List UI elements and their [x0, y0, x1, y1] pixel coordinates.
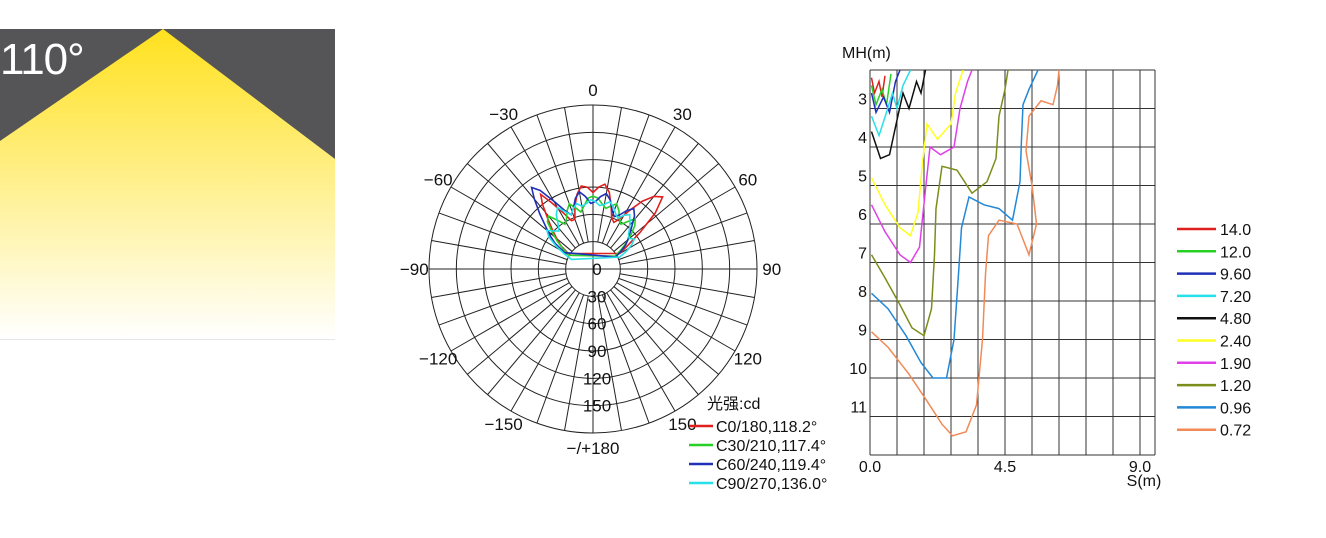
isolux-y-tick: 10 — [849, 361, 867, 378]
isolux-legend-label: 1.90 — [1220, 356, 1251, 373]
polar-grid-spoke — [450, 282, 570, 352]
polar-radial-label: 150 — [583, 397, 611, 416]
polar-grid-spoke — [619, 273, 755, 298]
isolux-contour-line — [870, 70, 901, 116]
isolux-y-tick: 4 — [858, 130, 867, 147]
polar-grid-spoke — [487, 289, 576, 395]
polar-radial-label: 90 — [588, 342, 607, 361]
polar-grid-spoke — [487, 143, 576, 249]
isolux-contour-chart: 3 4 5 6 7 8 9 10 11 0.0 4.5 9.0 MH(m) S(m) 14.0 12.0 9.6… — [842, 45, 1251, 490]
isolux-y-tick: 6 — [858, 207, 867, 224]
polar-grid-spoke — [450, 186, 570, 256]
isolux-legend-label: 12.0 — [1220, 244, 1251, 261]
polar-series-curve — [539, 183, 664, 255]
isolux-y-tick: 8 — [858, 284, 867, 301]
isolux-y-axis-label: MH(m) — [842, 45, 891, 62]
isolux-legend-label: 14.0 — [1220, 222, 1251, 239]
isolux-contour-line — [870, 75, 886, 98]
polar-series-curve — [545, 198, 636, 261]
polar-angle-label: 60 — [738, 171, 757, 190]
polar-grid-spoke — [597, 107, 622, 243]
polar-angle-label: 0 — [588, 81, 597, 100]
polar-angle-label: 90 — [762, 260, 781, 279]
isolux-legend-label: 0.72 — [1220, 423, 1251, 440]
polar-angle-label: −150 — [484, 415, 522, 434]
polar-grid-spoke — [431, 273, 567, 298]
polar-radial-label: 0 — [592, 260, 601, 279]
polar-grid-spoke — [618, 212, 748, 261]
isolux-legend-label: 0.96 — [1220, 400, 1251, 417]
polar-grid-spoke — [618, 277, 748, 326]
isolux-contour-line — [870, 70, 1060, 437]
isolux-legend-label: 1.20 — [1220, 378, 1251, 395]
polar-grid-spoke — [606, 126, 676, 246]
isolux-y-tick: 7 — [858, 246, 867, 263]
isolux-x-tick: 0.0 — [859, 459, 881, 476]
polar-radial-label: 30 — [588, 287, 607, 306]
divider — [0, 339, 335, 340]
isolux-contour-line — [870, 70, 1039, 379]
polar-grid-spoke — [601, 114, 650, 244]
polar-legend-label: C60/240,119.4° — [716, 457, 826, 474]
polar-angle-label: −30 — [489, 105, 518, 124]
polar-radial-label: 60 — [588, 315, 607, 334]
isolux-x-tick: 9.0 — [1129, 459, 1151, 476]
isolux-x-tick: 4.5 — [994, 459, 1016, 476]
polar-grid-spoke — [597, 295, 622, 431]
isolux-contour-line — [870, 70, 912, 138]
polar-grid-spoke — [438, 277, 568, 326]
isolux-contour-line — [870, 73, 892, 108]
polar-grid-spoke — [616, 186, 736, 256]
polar-legend-label: C30/210,117.4° — [716, 438, 826, 455]
beam-angle-label: 110° — [0, 35, 85, 84]
polar-angle-label: 150 — [668, 415, 696, 434]
polar-grid-spoke — [536, 294, 585, 424]
isolux-legend-label: 4.80 — [1220, 311, 1251, 328]
polar-grid-spoke — [606, 292, 676, 412]
isolux-contour-line — [870, 70, 1009, 337]
polar-angle-label: −/+180 — [567, 439, 620, 458]
polar-grid-spoke — [564, 295, 589, 431]
polar-angle-label: −120 — [419, 349, 457, 368]
polar-grid-spoke — [601, 294, 650, 424]
polar-grid-spoke — [467, 286, 573, 375]
polar-grid-spoke — [438, 212, 568, 261]
isolux-legend-label: 2.40 — [1220, 334, 1251, 351]
light-beam-shape — [0, 29, 335, 339]
beam-angle-illustration — [0, 29, 335, 339]
polar-grid-spoke — [510, 292, 580, 412]
isolux-contour-line — [870, 70, 973, 264]
isolux-x-axis-label: S(m) — [1127, 473, 1162, 490]
isolux-y-tick: 11 — [850, 400, 867, 417]
polar-grid-spoke — [619, 240, 755, 265]
polar-series-curve — [546, 195, 637, 258]
polar-grid-spoke — [616, 282, 736, 352]
polar-grid-spoke — [610, 289, 699, 395]
polar-legend-label: C90/270,136.0° — [716, 476, 827, 493]
polar-radial-label: 120 — [583, 369, 611, 388]
polar-unit-label: 光强:cd — [707, 395, 760, 413]
polar-angle-label: 120 — [734, 349, 762, 368]
polar-legend-label: C0/180,118.2° — [716, 419, 817, 436]
polar-angle-label: 30 — [673, 105, 692, 124]
isolux-contour-line — [870, 70, 927, 160]
isolux-y-tick: 5 — [858, 169, 867, 186]
polar-grid-spoke — [613, 286, 719, 375]
polar-grid-spoke — [431, 240, 567, 265]
polar-grid-spoke — [510, 126, 580, 246]
polar-intensity-chart: −/+180 150 120 90 60 30 0 −30 −60 −90 −120 −150 0 30 6… — [400, 81, 828, 493]
polar-grid-spoke — [536, 114, 585, 244]
polar-grid-spoke — [564, 107, 589, 243]
polar-grid-spoke — [613, 163, 719, 252]
isolux-y-tick: 3 — [858, 92, 867, 109]
polar-angle-label: −90 — [400, 260, 429, 279]
isolux-y-tick: 9 — [858, 323, 867, 340]
isolux-legend-label: 7.20 — [1220, 289, 1251, 306]
isolux-contour-line — [870, 70, 964, 237]
polar-angle-label: −60 — [424, 171, 453, 190]
isolux-legend-label: 9.60 — [1220, 267, 1251, 284]
